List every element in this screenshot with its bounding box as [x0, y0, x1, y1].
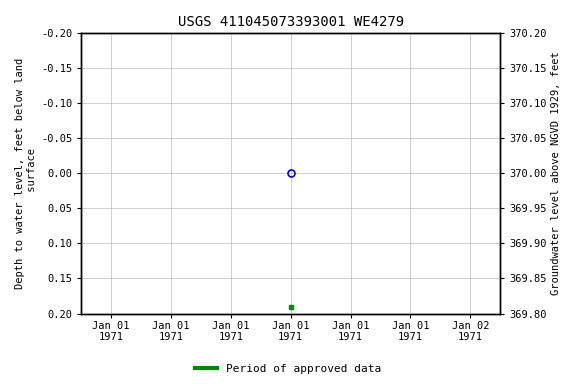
Y-axis label: Groundwater level above NGVD 1929, feet: Groundwater level above NGVD 1929, feet — [551, 51, 561, 295]
Y-axis label: Depth to water level, feet below land
 surface: Depth to water level, feet below land su… — [15, 58, 37, 289]
Legend: Period of approved data: Period of approved data — [191, 359, 385, 379]
Title: USGS 411045073393001 WE4279: USGS 411045073393001 WE4279 — [177, 15, 404, 29]
